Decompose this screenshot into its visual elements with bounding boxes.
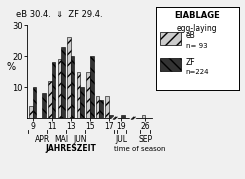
Text: APR: APR	[35, 135, 50, 144]
Bar	[105, 96, 109, 118]
Text: SEP: SEP	[138, 135, 152, 144]
Bar	[99, 100, 103, 118]
Bar	[121, 115, 125, 118]
Text: time of season: time of season	[114, 146, 165, 152]
Y-axis label: %: %	[6, 62, 15, 72]
Text: JUN: JUN	[74, 135, 87, 144]
Bar	[29, 106, 33, 118]
Bar	[142, 115, 145, 118]
Bar	[61, 47, 65, 118]
Bar	[58, 59, 61, 118]
Bar	[109, 115, 113, 118]
Text: EIABLAGE: EIABLAGE	[174, 11, 220, 20]
Bar	[160, 32, 181, 45]
Bar	[67, 37, 71, 118]
Bar	[80, 87, 84, 118]
Bar	[77, 72, 80, 118]
Text: ZF: ZF	[185, 58, 195, 67]
Text: n=224: n=224	[185, 69, 209, 75]
Text: eB 30.4.  ⇓  ZF 29.4.: eB 30.4. ⇓ ZF 29.4.	[16, 9, 103, 19]
Text: eB: eB	[185, 32, 195, 40]
Text: JAHRESZEIT: JAHRESZEIT	[45, 144, 96, 153]
Text: egg-laying: egg-laying	[177, 24, 218, 33]
Bar	[52, 62, 55, 118]
Bar	[96, 96, 99, 118]
Text: n= 93: n= 93	[185, 43, 207, 49]
Bar	[48, 81, 52, 118]
Bar	[160, 58, 181, 71]
Bar	[90, 56, 94, 118]
Bar	[71, 56, 74, 118]
Text: MAI: MAI	[54, 135, 68, 144]
Bar	[86, 72, 90, 118]
Text: JUL: JUL	[115, 135, 127, 144]
Bar	[42, 93, 46, 118]
Bar	[33, 87, 36, 118]
